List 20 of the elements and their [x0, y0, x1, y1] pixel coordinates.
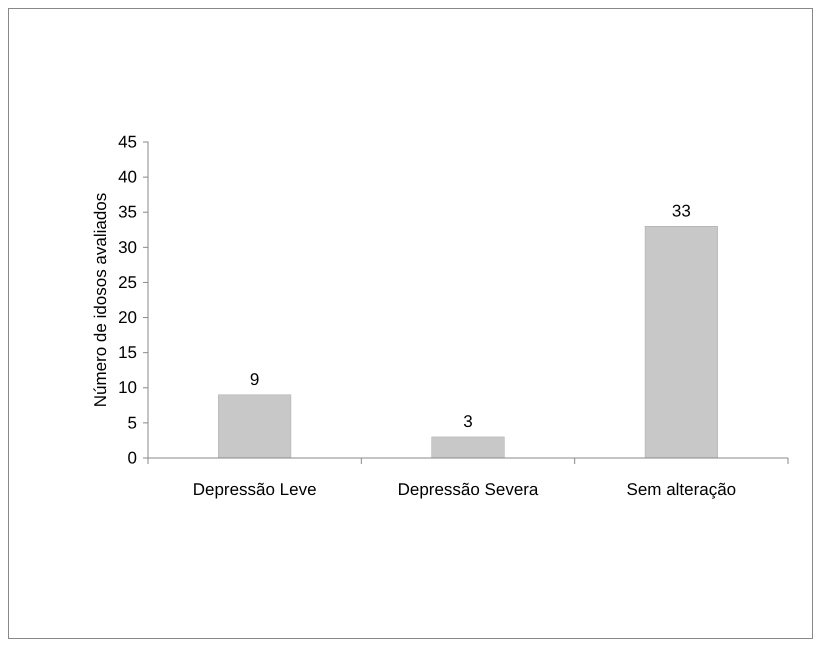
- bar: [644, 226, 718, 458]
- y-axis-title: Número de idosos avaliados: [91, 192, 110, 408]
- x-tick-label: Depressão Severa: [398, 480, 539, 499]
- y-tick-label: 40: [118, 168, 137, 187]
- x-tick-label: Depressão Leve: [192, 480, 317, 499]
- y-tick-label: 30: [118, 238, 137, 257]
- y-tick-label: 35: [118, 202, 137, 222]
- data-label: 33: [672, 201, 691, 220]
- y-tick-label: 45: [118, 132, 137, 152]
- data-label: 9: [250, 370, 260, 389]
- y-tick-label: 5: [128, 413, 137, 432]
- y-tick-label: 10: [118, 378, 137, 398]
- x-tick-label: Sem alteração: [626, 480, 736, 499]
- y-tick-label: 20: [118, 308, 137, 327]
- data-label: 3: [463, 412, 473, 431]
- bar: [431, 436, 505, 458]
- y-tick-label: 25: [118, 272, 137, 292]
- y-tick-label: 0: [128, 448, 137, 468]
- y-tick-label: 15: [118, 343, 137, 362]
- bar: [218, 394, 292, 458]
